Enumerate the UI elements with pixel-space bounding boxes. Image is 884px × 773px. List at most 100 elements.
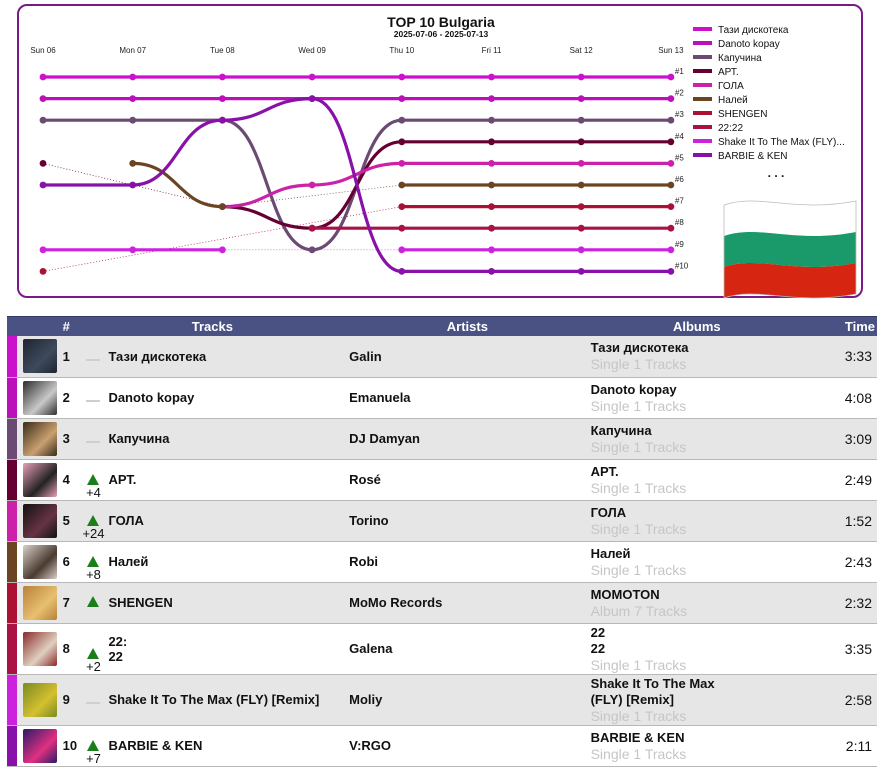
data-point[interactable] bbox=[39, 246, 47, 254]
legend-label[interactable]: ГОЛА bbox=[718, 81, 744, 92]
data-point[interactable] bbox=[577, 116, 585, 124]
data-point[interactable] bbox=[488, 203, 495, 211]
data-point[interactable] bbox=[667, 181, 675, 189]
table-row[interactable]: 1 Тази дискотека Galin Тази дискотека Single… bbox=[7, 336, 877, 377]
legend-label[interactable]: Danoto kopay bbox=[718, 39, 780, 50]
album-cover-image[interactable] bbox=[22, 503, 57, 538]
data-point[interactable] bbox=[398, 116, 406, 124]
data-point[interactable] bbox=[667, 73, 675, 81]
data-point[interactable] bbox=[398, 203, 406, 211]
data-point[interactable] bbox=[219, 246, 226, 254]
data-point[interactable] bbox=[577, 224, 585, 232]
data-point[interactable] bbox=[39, 73, 47, 81]
album-cover-image[interactable] bbox=[22, 728, 57, 763]
album-name[interactable]: Shake It To The Max (FLY) [Remix] bbox=[590, 675, 715, 707]
artist-name[interactable]: Moliy bbox=[349, 692, 383, 707]
legend-label[interactable]: АРТ. bbox=[718, 67, 739, 78]
data-point[interactable] bbox=[667, 224, 675, 232]
artist-name[interactable]: Robi bbox=[349, 554, 379, 569]
header-rank[interactable]: # bbox=[60, 316, 81, 336]
series-line[interactable] bbox=[41, 118, 673, 252]
header-time[interactable]: Time bbox=[802, 316, 877, 336]
album-cover-image[interactable] bbox=[22, 631, 57, 666]
legend-label[interactable]: Капучина bbox=[718, 53, 762, 64]
album-cover-image[interactable] bbox=[22, 682, 57, 717]
artist-name[interactable]: V:RGO bbox=[349, 738, 392, 753]
data-point[interactable] bbox=[667, 138, 675, 146]
data-point[interactable] bbox=[398, 224, 406, 232]
data-point[interactable] bbox=[577, 203, 585, 211]
data-point[interactable] bbox=[488, 138, 495, 146]
series-line[interactable] bbox=[41, 96, 673, 274]
album-name[interactable]: Тази дискотека bbox=[590, 340, 689, 356]
data-point[interactable] bbox=[219, 95, 226, 102]
data-point[interactable] bbox=[488, 181, 495, 189]
data-point[interactable] bbox=[129, 95, 137, 102]
track-title[interactable]: 22: 22 bbox=[108, 633, 128, 664]
artist-name[interactable]: Galin bbox=[349, 348, 382, 364]
album-cover-image[interactable] bbox=[22, 421, 57, 456]
data-point[interactable] bbox=[577, 246, 585, 254]
artist-name[interactable]: Rosé bbox=[349, 472, 381, 487]
data-point[interactable] bbox=[488, 160, 495, 167]
data-point[interactable] bbox=[219, 73, 226, 81]
data-point[interactable] bbox=[39, 181, 47, 189]
data-point[interactable] bbox=[667, 246, 675, 254]
album-name[interactable]: BARBIE & KEN bbox=[590, 729, 685, 745]
legend-label[interactable]: Shake It To The Max (FLY)... bbox=[718, 137, 845, 148]
artist-name[interactable]: Emanuela bbox=[349, 390, 411, 405]
header-tracks[interactable]: Tracks bbox=[80, 316, 345, 336]
data-point[interactable] bbox=[488, 268, 495, 275]
data-point[interactable] bbox=[577, 95, 585, 102]
data-point[interactable] bbox=[129, 246, 137, 254]
legend-label[interactable]: 22:22 bbox=[718, 123, 743, 134]
data-point[interactable] bbox=[488, 224, 495, 232]
artist-name[interactable]: DJ Damyan bbox=[349, 431, 420, 446]
artist-name[interactable]: MoMo Records bbox=[349, 595, 443, 610]
data-point[interactable] bbox=[39, 160, 47, 167]
data-point[interactable] bbox=[488, 95, 495, 102]
album-cover-image[interactable] bbox=[22, 339, 57, 374]
series-line[interactable] bbox=[131, 161, 224, 209]
album-cover-image[interactable] bbox=[22, 380, 57, 415]
track-title[interactable]: Danoto kopay bbox=[108, 390, 195, 405]
table-row[interactable]: 9 Shake It To The Max (FLY) [Remix] Moliy S… bbox=[7, 674, 877, 725]
album-cover-image[interactable] bbox=[22, 462, 57, 497]
track-title[interactable]: Капучина bbox=[108, 431, 170, 446]
data-point[interactable] bbox=[398, 138, 406, 146]
data-point[interactable] bbox=[577, 160, 585, 167]
data-point[interactable] bbox=[398, 160, 406, 167]
track-title[interactable]: BARBIE & KEN bbox=[108, 738, 203, 753]
legend-label[interactable]: SHENGEN bbox=[718, 109, 767, 120]
data-point[interactable] bbox=[667, 160, 675, 167]
data-point[interactable] bbox=[129, 181, 137, 189]
header-artists[interactable]: Artists bbox=[344, 316, 591, 336]
table-row[interactable]: 6 +8 Налей Robi Налей Single 1 Tracks 2:43 bbox=[7, 541, 877, 582]
album-name[interactable]: Налей bbox=[590, 545, 631, 561]
legend-label[interactable]: Налей bbox=[718, 95, 748, 106]
album-name[interactable]: ГОЛА bbox=[590, 504, 627, 520]
table-row[interactable]: 7 SHENGEN MoMo Records MOMOTON Album 7 Track… bbox=[7, 582, 877, 623]
data-point[interactable] bbox=[308, 246, 316, 254]
data-point[interactable] bbox=[398, 268, 406, 275]
album-cover-image[interactable] bbox=[22, 544, 57, 579]
data-point[interactable] bbox=[219, 203, 226, 211]
album-name[interactable]: Danoto kopay bbox=[590, 381, 677, 397]
track-title[interactable]: Налей bbox=[108, 554, 149, 569]
artist-name[interactable]: Galena bbox=[349, 641, 393, 656]
data-point[interactable] bbox=[39, 95, 47, 102]
album-name[interactable]: 22 22 bbox=[590, 624, 606, 656]
data-point[interactable] bbox=[39, 268, 47, 275]
track-title[interactable]: Тази дискотека bbox=[108, 348, 207, 364]
data-point[interactable] bbox=[398, 73, 406, 81]
album-cover-image[interactable] bbox=[22, 585, 57, 620]
data-point[interactable] bbox=[308, 95, 316, 102]
album-name[interactable]: АРТ. bbox=[590, 463, 619, 479]
data-point[interactable] bbox=[667, 268, 675, 275]
table-row[interactable]: 5 +24 ГОЛА Torino ГОЛА Single 1 Tracks 1:52 bbox=[7, 500, 877, 541]
table-row[interactable]: 4 +4 АРТ. Rosé АРТ. Single 1 Tracks 2:49 bbox=[7, 459, 877, 500]
data-point[interactable] bbox=[577, 268, 585, 275]
legend-label[interactable]: BARBIE & KEN bbox=[718, 151, 787, 162]
data-point[interactable] bbox=[488, 116, 495, 124]
album-name[interactable]: Капучина bbox=[590, 422, 652, 438]
